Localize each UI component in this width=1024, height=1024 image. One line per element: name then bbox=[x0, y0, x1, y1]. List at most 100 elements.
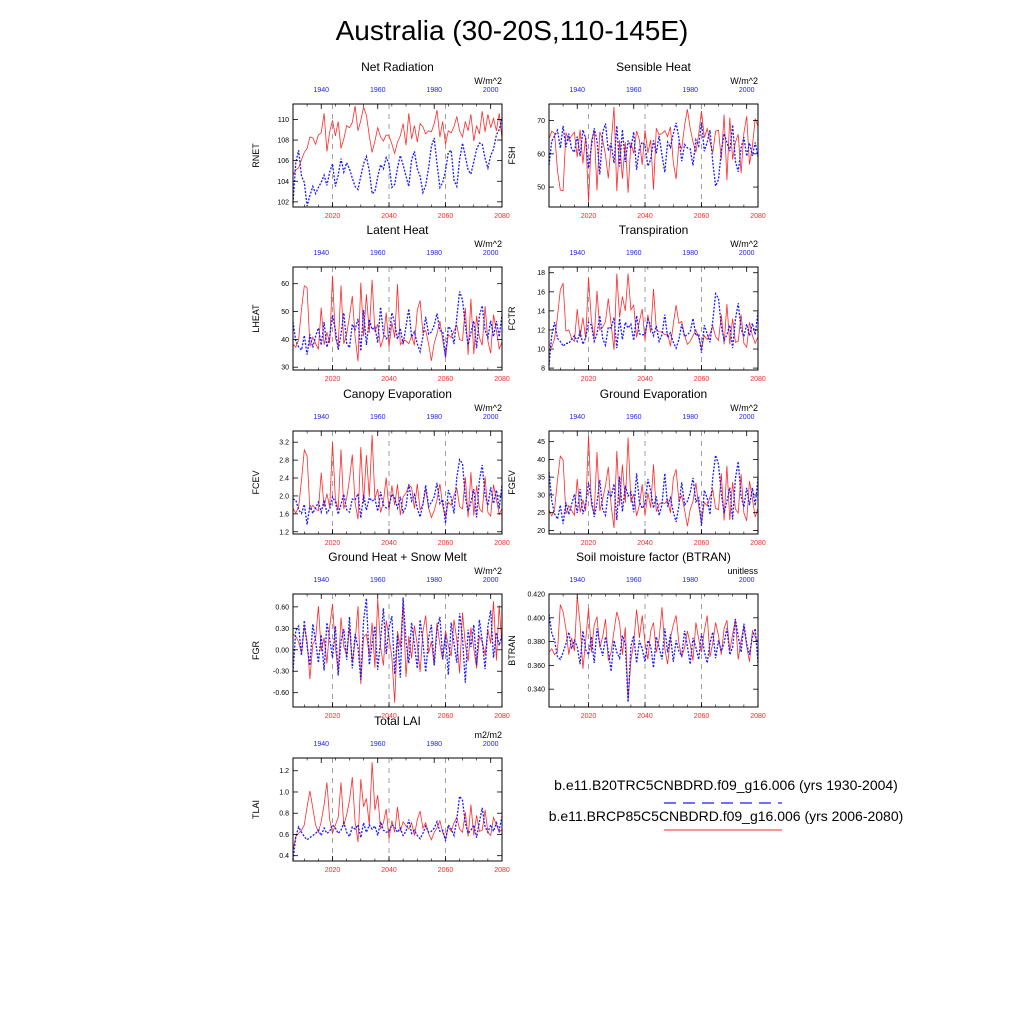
panel-units: unitless bbox=[727, 566, 758, 576]
xtick-label-bottom: 2020 bbox=[325, 867, 341, 874]
ytick-label: 25 bbox=[537, 510, 545, 517]
panel-units: m2/m2 bbox=[474, 730, 502, 740]
xtick-label-bottom: 2080 bbox=[494, 213, 510, 220]
series-current-line bbox=[548, 122, 759, 189]
xtick-label-top: 1940 bbox=[569, 577, 585, 584]
xtick-label-top: 1940 bbox=[569, 87, 585, 94]
panel-title: Total LAI bbox=[374, 714, 421, 728]
xtick-label-bottom: 2040 bbox=[637, 713, 653, 720]
xtick-label-top: 2000 bbox=[739, 250, 755, 257]
panel-ylabel: FGR bbox=[251, 641, 261, 660]
xtick-label-bottom: 2060 bbox=[694, 376, 710, 383]
xtick-label-top: 2000 bbox=[483, 250, 499, 257]
ytick-label: 1.0 bbox=[279, 789, 289, 796]
panel-title: Sensible Heat bbox=[616, 60, 691, 74]
series-future-line bbox=[548, 106, 759, 202]
xtick-label-bottom: 2020 bbox=[581, 713, 597, 720]
legend-current-label: b.e11.B20TRC5CNBDRD.f09_g16.006 (yrs 193… bbox=[554, 777, 898, 793]
ytick-label: 2.8 bbox=[279, 458, 289, 465]
panel-title: Ground Heat + Snow Melt bbox=[328, 550, 467, 564]
xtick-label-top: 1980 bbox=[426, 250, 442, 257]
panel-fsh: Sensible Heat W/m^2 FSH 50 60 70 2020 2040 2060 2… bbox=[507, 60, 766, 220]
ytick-label: 0.60 bbox=[275, 604, 289, 611]
panel-frame bbox=[292, 103, 503, 208]
panel-frame bbox=[548, 266, 759, 371]
xtick-label-bottom: 2040 bbox=[381, 540, 397, 547]
xtick-label-top: 1980 bbox=[426, 414, 442, 421]
ytick-label: 0.8 bbox=[279, 811, 289, 818]
panels: Net RadiationW/m^2RNET102104106108110202… bbox=[251, 60, 766, 874]
xtick-label-bottom: 2060 bbox=[438, 713, 454, 720]
panel-frame bbox=[292, 266, 503, 371]
ytick-label: 0.30 bbox=[275, 626, 289, 633]
xtick-label-bottom: 2040 bbox=[637, 213, 653, 220]
series-future-line bbox=[292, 275, 503, 362]
ytick-label: 0.380 bbox=[527, 639, 545, 646]
ytick-label: 2.4 bbox=[279, 476, 289, 483]
xtick-label-top: 1980 bbox=[682, 414, 698, 421]
xtick-label-top: 2000 bbox=[483, 577, 499, 584]
series-current-line bbox=[292, 458, 503, 525]
ytick-label: 10 bbox=[537, 347, 545, 354]
ytick-label: 0.360 bbox=[527, 663, 545, 670]
panel-ylabel: FGEV bbox=[507, 470, 517, 495]
ytick-label: 60 bbox=[281, 281, 289, 288]
ytick-label: 12 bbox=[537, 327, 545, 334]
panel-rnet: Net Radiation W/m^2 RNET 102 104 106 108 110 202… bbox=[251, 60, 510, 220]
panel-ylabel: RNET bbox=[251, 143, 261, 168]
panel-title: Canopy Evaporation bbox=[343, 387, 452, 401]
ytick-label: 0.6 bbox=[279, 832, 289, 839]
ytick-label: 2.0 bbox=[279, 493, 289, 500]
ytick-label: 0.340 bbox=[527, 687, 545, 694]
panel-units: W/m^2 bbox=[730, 239, 758, 249]
panel-ylabel: FCTR bbox=[507, 306, 517, 330]
panel-ylabel: FCEV bbox=[251, 470, 261, 494]
legend: b.e11.B20TRC5CNBDRD.f09_g16.006 (yrs 193… bbox=[549, 777, 903, 831]
xtick-label-bottom: 2060 bbox=[694, 213, 710, 220]
panel-ylabel: FSH bbox=[507, 147, 517, 165]
xtick-label-bottom: 2060 bbox=[694, 713, 710, 720]
ytick-label: 50 bbox=[537, 185, 545, 192]
ytick-label: 0.400 bbox=[527, 615, 545, 622]
panel-frame bbox=[292, 757, 503, 862]
series-future-line bbox=[292, 598, 503, 703]
series-current-line bbox=[548, 291, 759, 366]
panel-title: Net Radiation bbox=[361, 60, 434, 74]
xtick-label-top: 1960 bbox=[626, 414, 642, 421]
xtick-label-top: 1960 bbox=[626, 87, 642, 94]
xtick-label-top: 1960 bbox=[370, 250, 386, 257]
xtick-label-bottom: 2040 bbox=[381, 376, 397, 383]
ytick-label: 14 bbox=[537, 308, 545, 315]
panel-units: W/m^2 bbox=[474, 403, 502, 413]
panel-ylabel: BTRAN bbox=[507, 635, 517, 666]
panel-lheat: Latent Heat W/m^2 LHEAT 30 40 50 60 2020 2040 206… bbox=[251, 223, 510, 383]
panel-frame bbox=[548, 593, 759, 708]
ytick-label: 108 bbox=[277, 138, 289, 145]
ytick-label: 8 bbox=[541, 366, 545, 373]
xtick-label-top: 1940 bbox=[313, 414, 329, 421]
xtick-label-top: 1980 bbox=[426, 741, 442, 748]
xtick-label-top: 1960 bbox=[370, 577, 386, 584]
panel-units: W/m^2 bbox=[474, 76, 502, 86]
xtick-label-top: 1960 bbox=[626, 250, 642, 257]
xtick-label-top: 2000 bbox=[739, 87, 755, 94]
series-current-line bbox=[292, 794, 503, 860]
ytick-label: 50 bbox=[281, 309, 289, 316]
panel-fgr: Ground Heat + Snow Melt W/m^2 FGR -0.60 -0.3… bbox=[251, 550, 510, 720]
ytick-label: 0.00 bbox=[275, 647, 289, 654]
series-current-line bbox=[548, 614, 759, 703]
series-future-line bbox=[292, 105, 503, 176]
ytick-label: 3.2 bbox=[279, 440, 289, 447]
series-future-line bbox=[548, 596, 759, 700]
xtick-label-top: 1980 bbox=[426, 87, 442, 94]
xtick-label-bottom: 2080 bbox=[750, 713, 766, 720]
panel-units: W/m^2 bbox=[730, 76, 758, 86]
xtick-label-top: 1980 bbox=[682, 250, 698, 257]
panel-frame bbox=[548, 430, 759, 535]
panel-fgev: Ground Evaporation W/m^2 FGEV 20 25 30 35 40 45 2… bbox=[507, 387, 766, 547]
ytick-label: 70 bbox=[537, 118, 545, 125]
series-current-line bbox=[548, 455, 759, 526]
xtick-label-top: 2000 bbox=[483, 741, 499, 748]
series-future-line bbox=[292, 434, 503, 520]
xtick-label-bottom: 2020 bbox=[325, 540, 341, 547]
